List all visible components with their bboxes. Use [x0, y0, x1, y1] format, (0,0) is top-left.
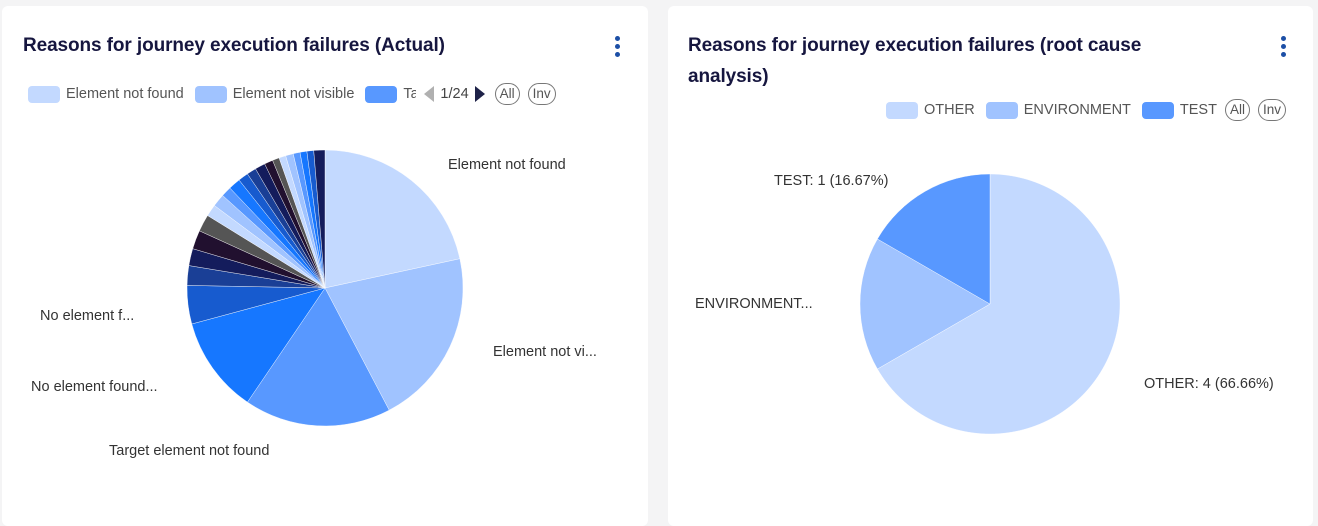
slice-label-other: OTHER: 4 (66.66%)	[1144, 376, 1274, 392]
slice-label-test: TEST: 1 (16.67%)	[774, 173, 888, 189]
pie-slice-element-not-found[interactable]	[324, 149, 461, 289]
legend-select-all-button[interactable]: All	[494, 83, 520, 105]
slice-label-environment: ENVIRONMENT...	[695, 296, 813, 312]
slice-label-target-element-not-found: Target element not found	[109, 443, 269, 459]
legend-item-target-element-not-found[interactable]: Ta	[365, 85, 417, 103]
slice-label-element-not-found: Element not found	[448, 157, 566, 173]
legend-item-element-not-found[interactable]: Element not found	[28, 85, 184, 103]
pie-slice-element-not-visible[interactable]	[324, 258, 464, 411]
triangle-right-icon[interactable]	[474, 86, 485, 102]
chart-legend: Element not found Element not visible Ta…	[28, 83, 556, 105]
pie-slices	[186, 149, 464, 427]
legend-color-chip	[985, 101, 1018, 119]
kebab-vertical-icon[interactable]	[1277, 36, 1289, 60]
pie-slice-test[interactable]	[877, 173, 991, 305]
pie-slices	[859, 173, 1121, 435]
legend-item-other[interactable]: OTHER	[886, 101, 975, 119]
chart-card-root-cause: Reasons for journey execution failures (…	[668, 6, 1313, 526]
legend-select-all-button[interactable]: All	[1224, 99, 1250, 121]
pie-slice-target-element-not-found[interactable]	[247, 287, 390, 427]
legend-label: ENVIRONMENT	[1023, 102, 1131, 118]
pie-slice-no-element-found[interactable]	[191, 287, 326, 403]
legend-item-test[interactable]: TEST	[1141, 101, 1217, 119]
legend-item-element-not-visible[interactable]: Element not visible	[194, 85, 355, 103]
legend-label: Element not visible	[232, 86, 355, 102]
pie-slice-other-24[interactable]	[313, 149, 326, 289]
slice-label-no-element-f: No element f...	[40, 308, 134, 324]
legend-invert-button[interactable]: Inv	[1257, 99, 1286, 121]
legend-color-chip	[194, 85, 227, 103]
pie-slice-environment[interactable]	[859, 238, 991, 370]
legend-page-indicator: 1/24	[440, 86, 469, 102]
slice-label-no-element-found: No element found...	[31, 379, 158, 395]
legend-label: TEST	[1179, 102, 1217, 118]
triangle-left-icon[interactable]	[424, 86, 435, 102]
chart-title: Reasons for journey execution failures (…	[688, 35, 1142, 87]
pie-slice-other[interactable]	[877, 173, 1121, 435]
pie-chart-actual: Element not found Element not vi... Targ…	[31, 149, 597, 459]
pie-chart-root-cause: TEST: 1 (16.67%) ENVIRONMENT... OTHER: 4…	[695, 173, 1274, 435]
legend-item-environment[interactable]: ENVIRONMENT	[985, 101, 1131, 119]
legend-color-chip	[28, 85, 60, 103]
legend-label: Ta	[403, 86, 417, 102]
legend-color-chip	[1141, 101, 1174, 119]
kebab-vertical-icon[interactable]	[611, 36, 623, 60]
chart-card-actual: Reasons for journey execution failures (…	[2, 6, 648, 526]
legend-label: Element not found	[66, 86, 184, 102]
legend-label: OTHER	[924, 102, 975, 118]
legend-invert-button[interactable]: Inv	[527, 83, 556, 105]
legend-color-chip	[365, 85, 398, 103]
chart-legend: OTHER ENVIRONMENT TEST All Inv	[886, 99, 1286, 121]
slice-label-element-not-visible: Element not vi...	[493, 344, 597, 360]
legend-color-chip	[886, 101, 918, 119]
legend-pager: 1/24	[424, 86, 485, 102]
chart-title: Reasons for journey execution failures (…	[23, 35, 445, 56]
